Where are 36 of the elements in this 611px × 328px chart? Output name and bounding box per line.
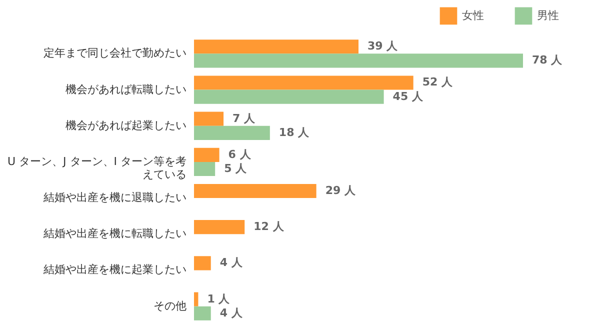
bar — [194, 126, 270, 140]
bar — [194, 76, 414, 90]
data-label: 1 人 — [207, 292, 231, 306]
y-tick-label: 結婚や出産を機に起業したい — [42, 263, 186, 276]
legend-label: 男性 — [537, 8, 559, 22]
data-label: 52 人 — [422, 76, 454, 89]
bar — [194, 162, 216, 176]
y-tick-label: 機会があれば転職したい — [66, 82, 186, 96]
data-label: 4 人 — [220, 256, 244, 270]
bar — [194, 184, 316, 198]
y-tick-label: 結婚や出産を機に転職したい — [42, 227, 186, 240]
bar — [194, 40, 358, 54]
bar — [194, 292, 198, 306]
bar — [194, 306, 211, 320]
data-label: 5 人 — [224, 162, 248, 175]
bar — [194, 54, 523, 68]
bar — [194, 148, 220, 162]
bar — [194, 112, 224, 126]
data-label: 18 人 — [278, 126, 310, 139]
data-label: 78 人 — [532, 54, 564, 67]
data-label: 6 人 — [228, 148, 252, 161]
legend-label: 女性 — [462, 8, 484, 22]
y-tick-label: 機会があれば起業したい — [66, 118, 186, 132]
bar — [194, 90, 384, 104]
y-tick-label: 結婚や出産を機に退職したい — [42, 191, 186, 204]
data-label: 39 人 — [368, 40, 399, 53]
data-label: 4 人 — [220, 306, 244, 320]
data-label: 12 人 — [254, 220, 285, 234]
data-label: 45 人 — [392, 90, 424, 103]
y-tick-label: 定年まで同じ会社で勤めたい — [44, 46, 186, 60]
y-tick-label: その他 — [154, 299, 186, 312]
bar — [194, 256, 211, 270]
data-label: 29 人 — [325, 184, 356, 198]
bar — [194, 220, 245, 234]
data-label: 7 人 — [232, 112, 256, 125]
y-tick-label: U ターン、J ターン、I ターン等を考えている — [7, 154, 186, 181]
